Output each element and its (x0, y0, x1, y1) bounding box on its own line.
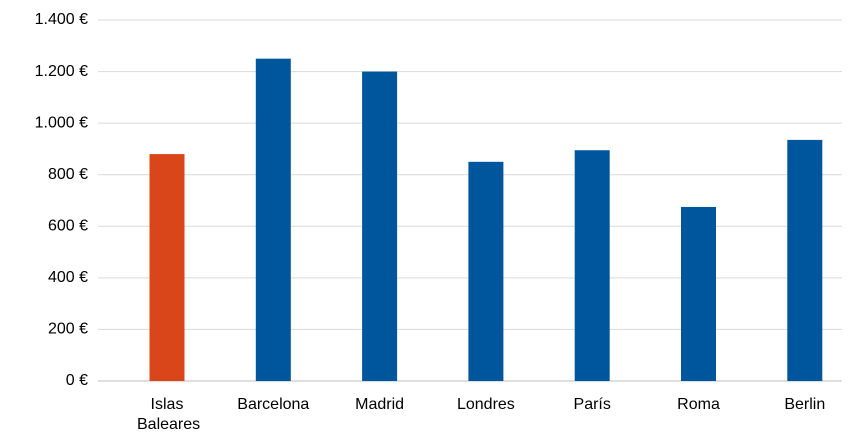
y-tick-label: 1.400 € (35, 11, 88, 28)
x-tick-label: Londres (456, 396, 515, 413)
x-tick-label: Roma (677, 396, 720, 413)
y-tick-label: 800 € (48, 166, 88, 183)
x-tick-label: Barcelona (237, 396, 310, 413)
bar (574, 150, 610, 381)
bar (362, 71, 398, 382)
y-tick-label: 600 € (48, 218, 88, 235)
y-tick-label: 0 € (66, 372, 88, 389)
bar (468, 161, 504, 381)
bar (787, 139, 823, 381)
x-tick-label: Berlin (784, 396, 826, 413)
bar (255, 58, 291, 382)
x-tick-label: Madrid (355, 396, 405, 413)
y-tick-label: 1.200 € (35, 63, 88, 80)
x-tick-label: París (573, 396, 611, 413)
bar (681, 206, 716, 381)
x-tick-label: Islas Baleares (137, 396, 201, 433)
y-tick-label: 1.000 € (35, 114, 88, 131)
y-tick-label: 400 € (48, 269, 88, 286)
y-tick-label: 200 € (48, 321, 88, 338)
bar (149, 154, 185, 381)
